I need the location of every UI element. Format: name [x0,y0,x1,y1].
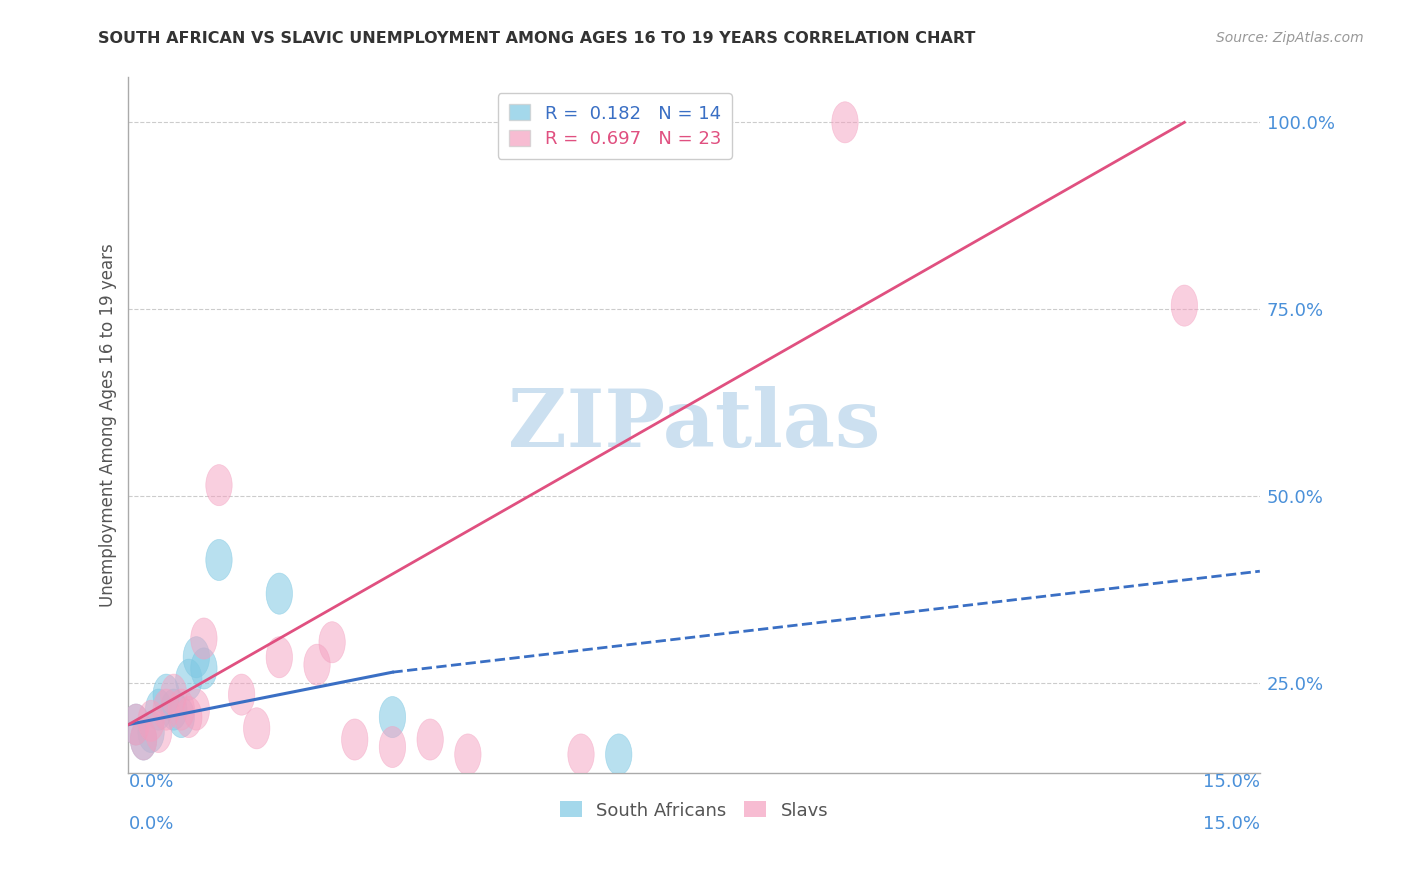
Ellipse shape [169,697,194,738]
Ellipse shape [568,734,595,775]
Ellipse shape [191,618,217,659]
Ellipse shape [342,719,368,760]
Text: 15.0%: 15.0% [1202,773,1260,791]
Ellipse shape [266,637,292,678]
Ellipse shape [243,707,270,749]
Ellipse shape [228,674,254,715]
Ellipse shape [191,648,217,689]
Ellipse shape [176,659,202,700]
Ellipse shape [160,689,187,731]
Ellipse shape [832,102,858,143]
Text: SOUTH AFRICAN VS SLAVIC UNEMPLOYMENT AMONG AGES 16 TO 19 YEARS CORRELATION CHART: SOUTH AFRICAN VS SLAVIC UNEMPLOYMENT AMO… [98,31,976,46]
Ellipse shape [380,697,406,738]
Ellipse shape [205,465,232,506]
Ellipse shape [266,573,292,615]
Ellipse shape [138,712,165,753]
Text: 0.0%: 0.0% [128,773,174,791]
Ellipse shape [319,622,346,663]
Ellipse shape [169,689,194,731]
Ellipse shape [122,704,149,745]
Ellipse shape [304,644,330,685]
Ellipse shape [131,719,156,760]
Ellipse shape [138,700,165,741]
Text: 0.0%: 0.0% [128,815,174,833]
Ellipse shape [145,712,172,753]
Ellipse shape [131,719,156,760]
Ellipse shape [380,726,406,768]
Ellipse shape [122,704,149,745]
Ellipse shape [145,689,172,731]
Ellipse shape [160,674,187,715]
Ellipse shape [1171,285,1198,326]
Ellipse shape [153,674,180,715]
Text: Source: ZipAtlas.com: Source: ZipAtlas.com [1216,31,1364,45]
Ellipse shape [454,734,481,775]
Ellipse shape [176,697,202,738]
Ellipse shape [153,689,180,731]
Text: ZIPatlas: ZIPatlas [508,386,880,465]
Ellipse shape [183,689,209,731]
Ellipse shape [183,637,209,678]
Legend: South Africans, Slavs: South Africans, Slavs [553,794,835,827]
Ellipse shape [205,540,232,581]
Ellipse shape [418,719,443,760]
Ellipse shape [606,734,631,775]
Text: 15.0%: 15.0% [1202,815,1260,833]
Y-axis label: Unemployment Among Ages 16 to 19 years: Unemployment Among Ages 16 to 19 years [100,244,117,607]
